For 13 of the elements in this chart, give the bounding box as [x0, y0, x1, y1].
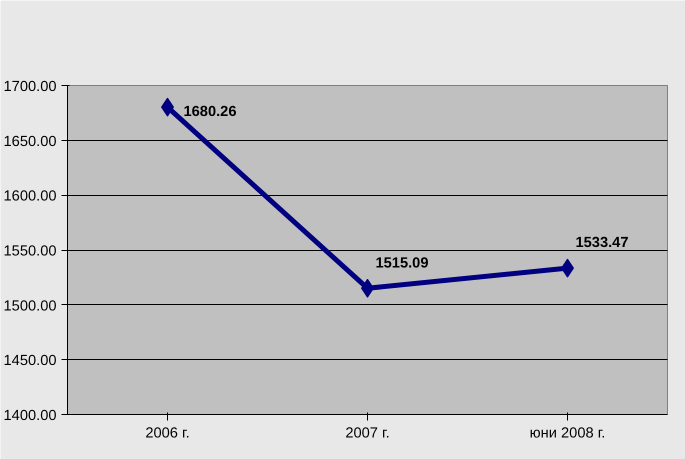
y-tick-label: 1450.00 — [4, 353, 57, 370]
data-label: 1515.09 — [376, 255, 428, 272]
x-tick-label: 2007 г. — [345, 426, 390, 442]
y-tick-label: 1600.00 — [4, 188, 57, 205]
y-tick-label: 1550.00 — [4, 244, 57, 260]
data-label: 1680.26 — [184, 104, 236, 120]
y-tick-label: 1700.00 — [4, 79, 57, 95]
y-tick-label: 1650.00 — [4, 134, 57, 150]
y-tick-label: 1400.00 — [4, 408, 57, 424]
x-tick-label: 2006 г. — [145, 426, 190, 442]
data-label: 1533.47 — [576, 235, 628, 252]
y-tick-label: 1500.00 — [4, 298, 57, 314]
x-tick-label: юни 2008 г. — [530, 426, 606, 442]
